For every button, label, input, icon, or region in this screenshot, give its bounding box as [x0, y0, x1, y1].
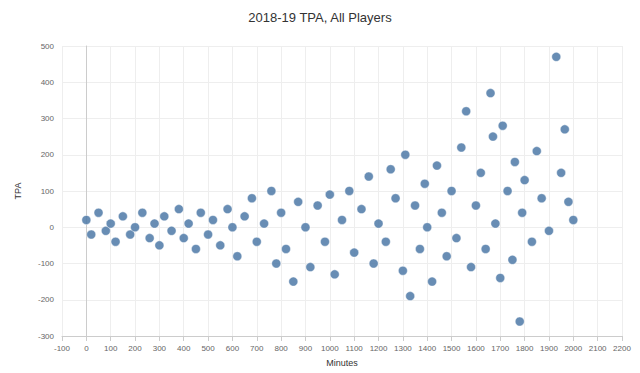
svg-text:700: 700	[250, 344, 264, 353]
svg-text:1400: 1400	[418, 344, 436, 353]
svg-text:1900: 1900	[540, 344, 558, 353]
svg-text:1300: 1300	[394, 344, 412, 353]
svg-text:200: 200	[128, 344, 142, 353]
svg-text:0: 0	[50, 223, 55, 232]
svg-text:1500: 1500	[443, 344, 461, 353]
svg-text:1800: 1800	[516, 344, 534, 353]
svg-text:Minutes: Minutes	[326, 358, 358, 368]
svg-text:2200: 2200	[613, 344, 631, 353]
svg-text:2000: 2000	[564, 344, 582, 353]
svg-text:1600: 1600	[467, 344, 485, 353]
svg-text:-100: -100	[54, 344, 71, 353]
svg-text:100: 100	[104, 344, 118, 353]
svg-text:2100: 2100	[589, 344, 607, 353]
svg-text:600: 600	[226, 344, 240, 353]
svg-text:100: 100	[41, 187, 55, 196]
svg-text:800: 800	[274, 344, 288, 353]
svg-text:300: 300	[153, 344, 167, 353]
svg-text:-100: -100	[38, 259, 55, 268]
svg-text:1200: 1200	[370, 344, 388, 353]
svg-text:400: 400	[177, 344, 191, 353]
svg-text:400: 400	[41, 78, 55, 87]
svg-text:900: 900	[299, 344, 313, 353]
svg-text:-200: -200	[38, 295, 55, 304]
svg-text:1700: 1700	[491, 344, 509, 353]
svg-text:1100: 1100	[346, 344, 364, 353]
svg-text:TPA: TPA	[13, 183, 23, 200]
svg-text:2018-19 TPA, All Players: 2018-19 TPA, All Players	[248, 10, 392, 25]
svg-text:300: 300	[41, 114, 55, 123]
svg-text:-300: -300	[38, 332, 55, 341]
svg-text:0: 0	[84, 344, 89, 353]
svg-text:1000: 1000	[321, 344, 339, 353]
svg-text:200: 200	[41, 150, 55, 159]
svg-text:500: 500	[201, 344, 215, 353]
svg-text:500: 500	[41, 42, 55, 51]
